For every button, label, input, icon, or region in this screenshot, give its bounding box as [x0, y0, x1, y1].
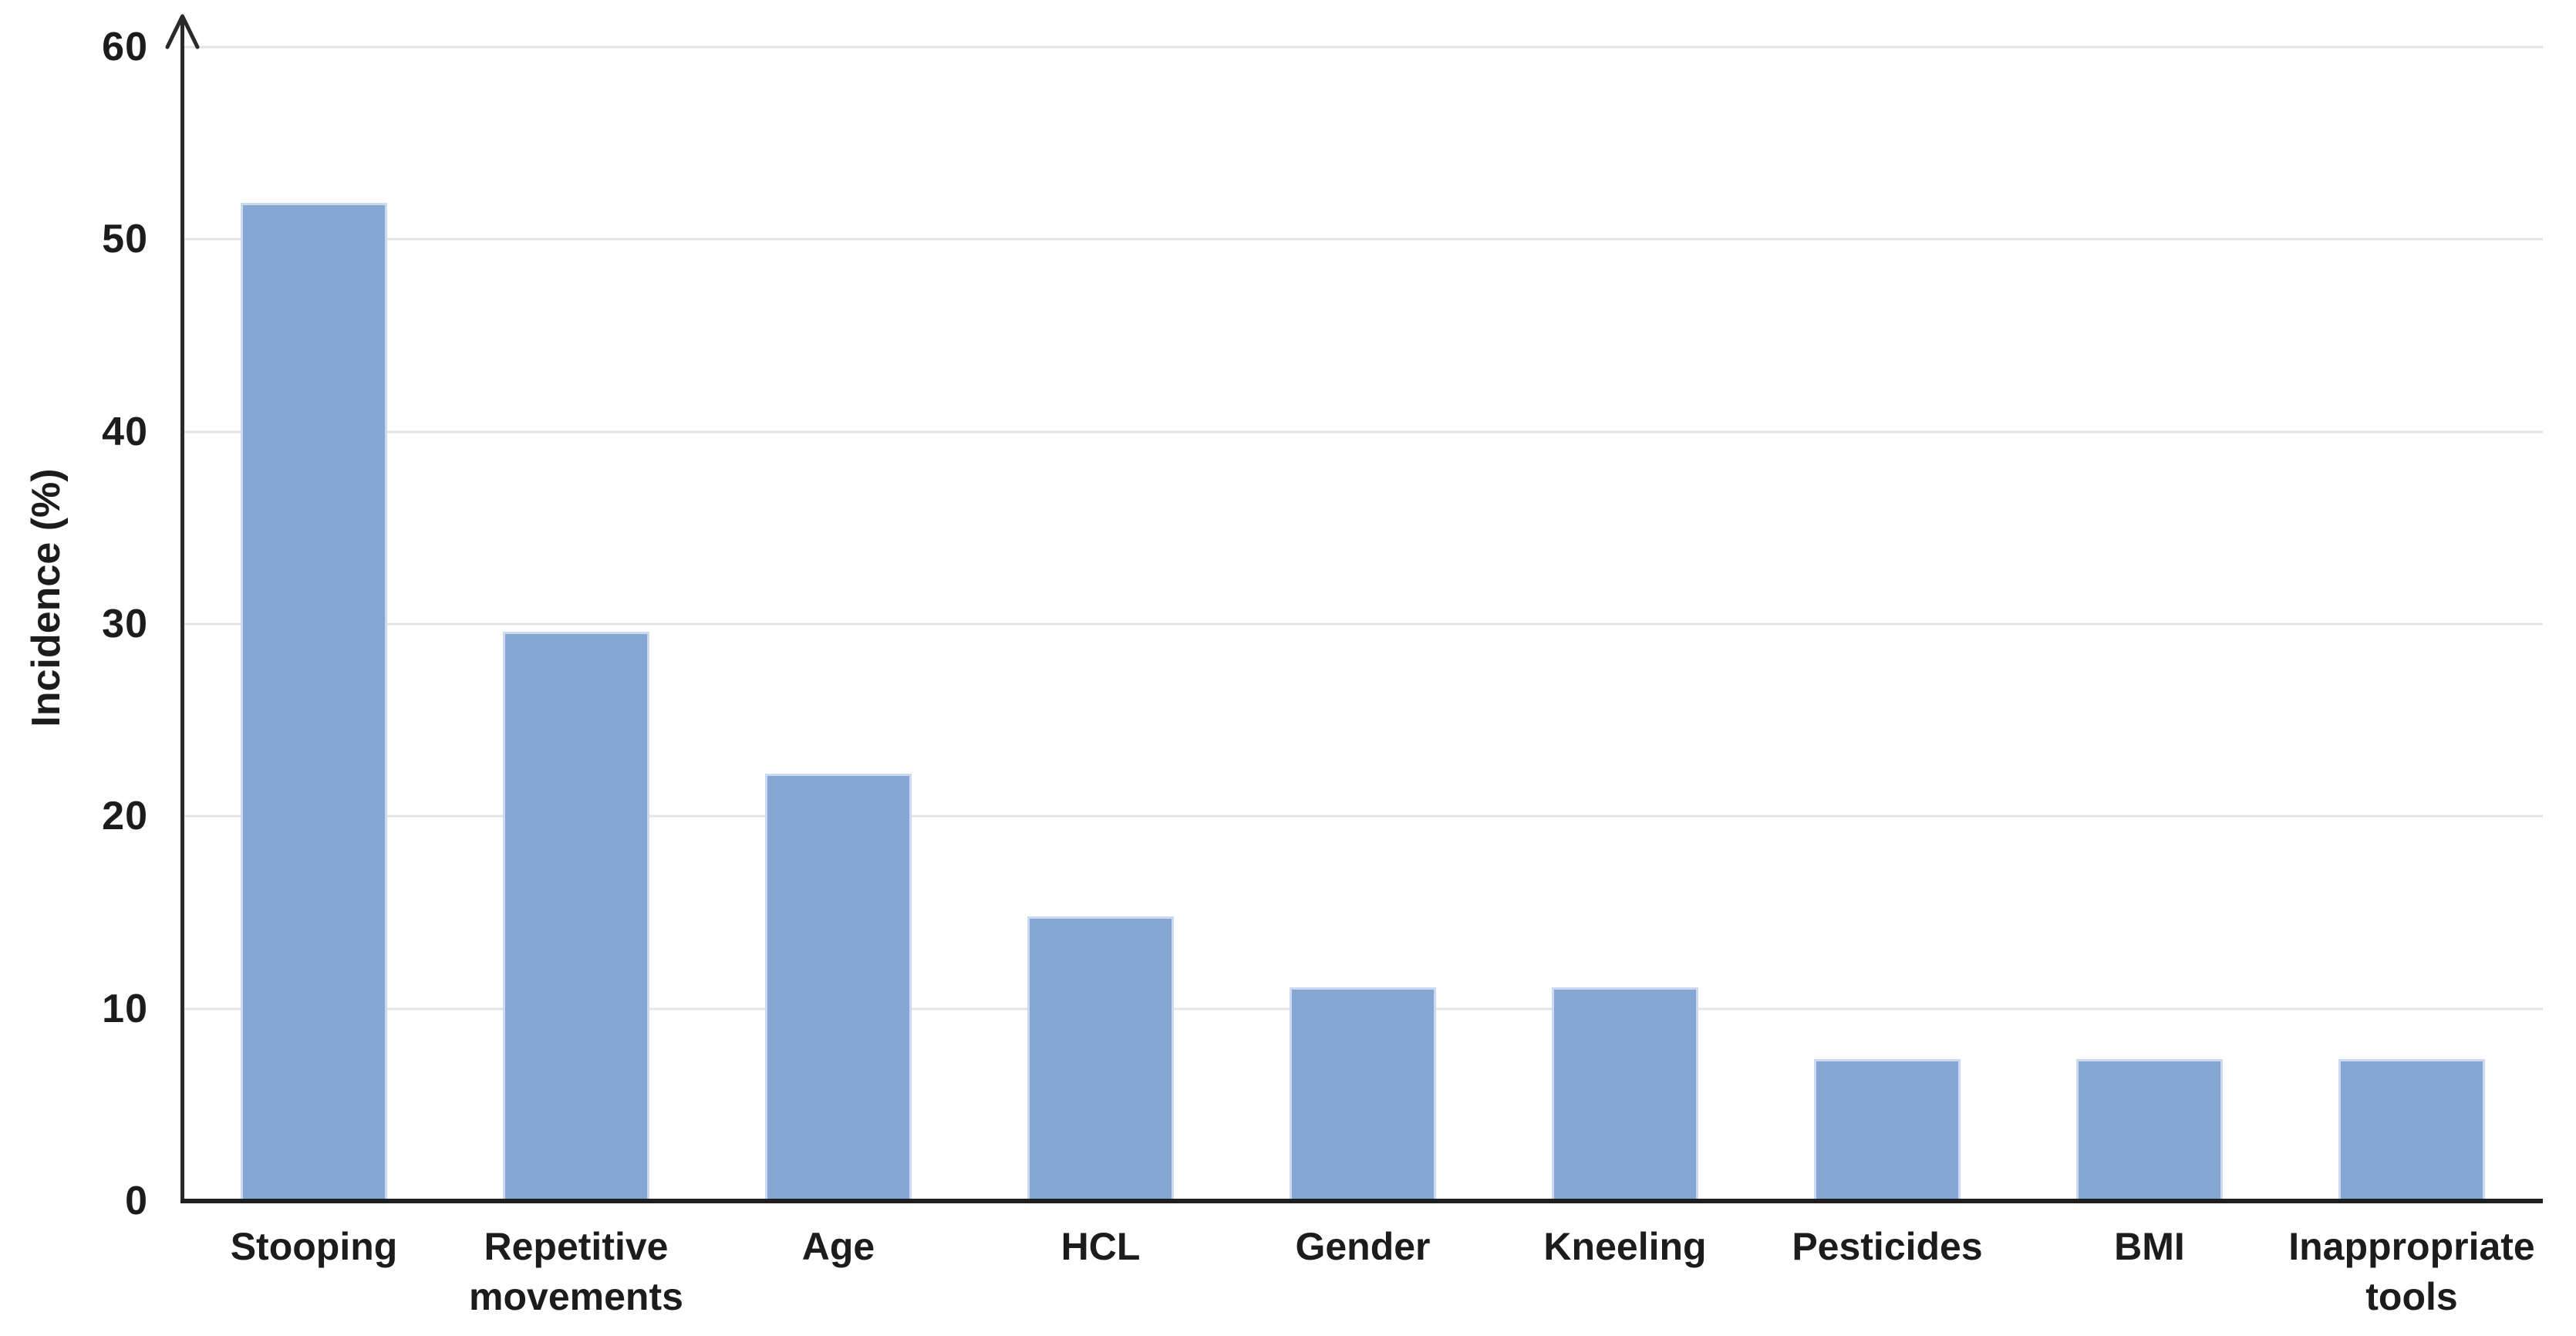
y-tick-label: 50 — [102, 217, 148, 262]
bars — [183, 47, 2543, 1201]
bar — [1289, 987, 1437, 1201]
x-axis-label: Gender — [1295, 1225, 1431, 1268]
y-axis-line — [180, 19, 184, 1201]
bar — [2075, 1058, 2224, 1201]
x-axis-labels: Stooping Repetitive movements Age HCL Gender… — [183, 1222, 2543, 1322]
bar — [502, 631, 650, 1201]
bar — [1813, 1058, 1961, 1201]
bar — [1027, 916, 1175, 1201]
x-axis-label: Age — [801, 1225, 875, 1268]
bar — [2338, 1058, 2486, 1201]
y-tick-label: 30 — [102, 602, 148, 646]
bar-slot — [969, 47, 1232, 1201]
gridline — [183, 622, 2543, 626]
y-axis-arrow-icon — [165, 14, 200, 49]
bar-slot — [183, 47, 445, 1201]
gridline — [183, 46, 2543, 49]
x-axis-label: Stooping — [230, 1225, 398, 1268]
x-axis-label: Pesticides — [1792, 1225, 1983, 1268]
bar-slot — [1494, 47, 1756, 1201]
gridline — [183, 815, 2543, 818]
y-tick-labels: 0 10 20 30 40 50 60 — [0, 27, 148, 1221]
bar — [1551, 987, 1699, 1201]
bar-slot — [445, 47, 707, 1201]
bar — [764, 774, 912, 1201]
plot-area — [165, 14, 2543, 1203]
bar-slot — [707, 47, 969, 1201]
x-axis-label: Inappropriate tools — [2288, 1225, 2535, 1318]
x-axis-label: HCL — [1060, 1225, 1141, 1268]
bar-slot — [2018, 47, 2281, 1201]
bar-slot — [2281, 47, 2543, 1201]
x-axis-label: Kneeling — [1543, 1225, 1707, 1268]
gridline — [183, 430, 2543, 434]
y-tick-label: 20 — [102, 794, 148, 839]
y-tick-label: 0 — [125, 1179, 148, 1223]
x-axis-label: BMI — [2114, 1225, 2185, 1268]
y-tick-label: 60 — [102, 25, 148, 69]
y-tick-label: 40 — [102, 409, 148, 454]
bar — [240, 202, 388, 1201]
x-axis-label: Repetitive movements — [469, 1225, 683, 1318]
x-axis-line — [180, 1199, 2543, 1203]
bar-slot — [1232, 47, 1494, 1201]
gridline — [183, 238, 2543, 241]
bar-slot — [1756, 47, 2018, 1201]
y-tick-label: 10 — [102, 986, 148, 1031]
